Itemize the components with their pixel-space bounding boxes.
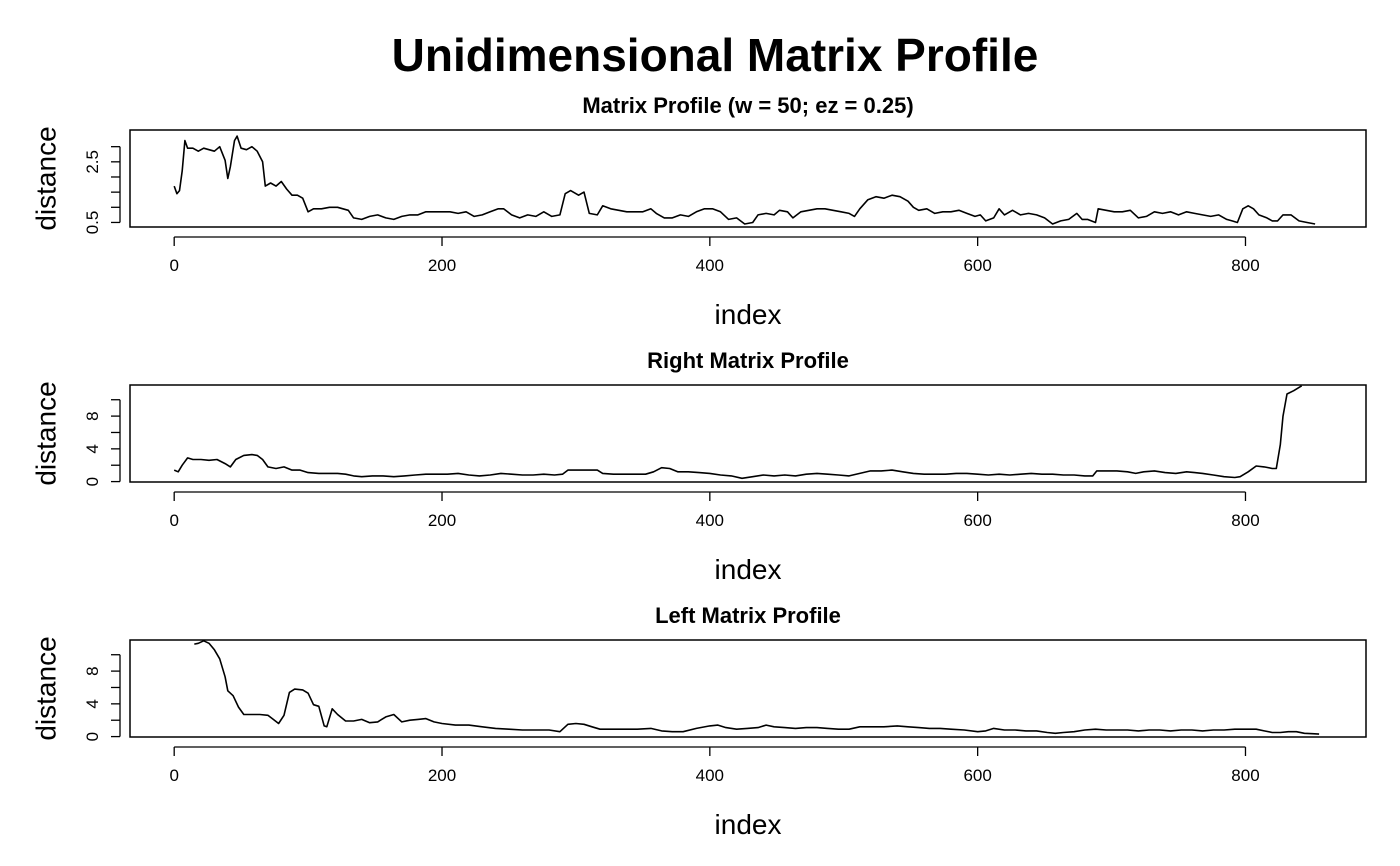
x-tick-label: 200 — [428, 511, 456, 530]
series-line — [194, 640, 1320, 735]
panel-title: Matrix Profile (w = 50; ez = 0.25) — [582, 93, 913, 118]
series-line — [173, 385, 1303, 480]
y-axis-label: distance — [30, 126, 61, 230]
series-line — [173, 135, 1316, 225]
x-tick-label: 800 — [1231, 511, 1259, 530]
x-tick-label: 400 — [696, 511, 724, 530]
x-tick-label: 400 — [696, 256, 724, 275]
x-tick-label: 600 — [963, 511, 991, 530]
x-tick-label: 0 — [169, 511, 178, 530]
x-tick-label: 200 — [428, 766, 456, 785]
x-tick-label: 800 — [1231, 766, 1259, 785]
chart-panel-2: Right Matrix Profile 0 200 400 600 800 index 0 4… — [30, 348, 1367, 585]
x-tick-label: 200 — [428, 256, 456, 275]
plot-frame — [129, 639, 1367, 738]
x-axis-label: index — [715, 299, 782, 330]
y-tick-label: 4 — [83, 699, 102, 708]
panel-title: Right Matrix Profile — [647, 348, 849, 373]
y-tick-label: 0.5 — [83, 211, 102, 235]
x-tick-label: 400 — [696, 766, 724, 785]
chart-panel-1: Matrix Profile (w = 50; ez = 0.25) 0 200 40… — [30, 93, 1367, 330]
y-tick-label: 2.5 — [83, 150, 102, 174]
chart-panel-3: Left Matrix Profile 0 200 400 600 800 index 0 4 8… — [30, 603, 1367, 840]
plot-frame — [129, 129, 1367, 228]
x-tick-label: 600 — [963, 766, 991, 785]
y-tick-label: 4 — [83, 444, 102, 453]
x-tick-label: 600 — [963, 256, 991, 275]
plot-frame — [129, 384, 1367, 483]
x-tick-label: 0 — [169, 256, 178, 275]
x-axis-label: index — [715, 554, 782, 585]
x-tick-label: 0 — [169, 766, 178, 785]
x-axis-label: index — [715, 809, 782, 840]
panel-title: Left Matrix Profile — [655, 603, 841, 628]
y-tick-label: 0 — [83, 477, 102, 486]
figure-title: Unidimensional Matrix Profile — [392, 29, 1039, 81]
y-tick-label: 0 — [83, 732, 102, 741]
y-axis-label: distance — [30, 381, 61, 485]
y-axis-label: distance — [30, 636, 61, 740]
y-tick-label: 8 — [83, 411, 102, 420]
x-tick-label: 800 — [1231, 256, 1259, 275]
y-tick-label: 8 — [83, 666, 102, 675]
